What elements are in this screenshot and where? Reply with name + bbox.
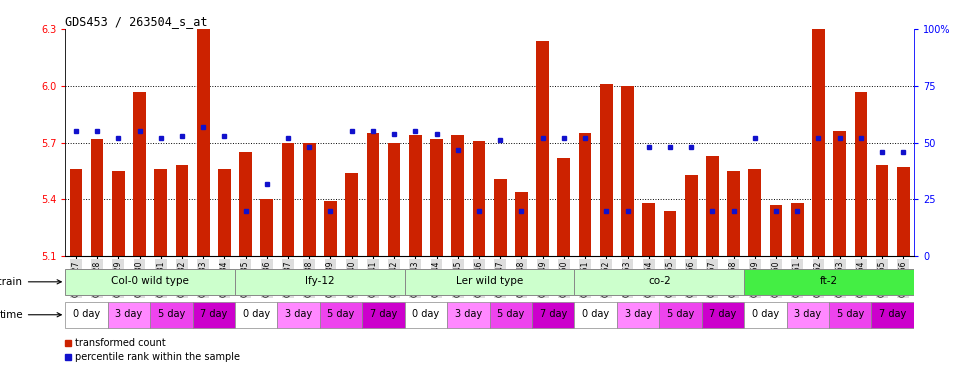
Bar <box>617 302 660 328</box>
Bar <box>812 29 825 256</box>
Text: 0 day: 0 day <box>243 309 270 319</box>
Text: 7 day: 7 day <box>540 309 566 319</box>
Bar <box>430 139 443 256</box>
Bar <box>472 141 486 256</box>
Bar <box>235 269 405 295</box>
Text: 5 day: 5 day <box>667 309 694 319</box>
Bar <box>239 152 252 256</box>
Text: lfy-12: lfy-12 <box>305 276 335 286</box>
Text: 7 day: 7 day <box>709 309 736 319</box>
Bar <box>744 269 914 295</box>
Text: transformed count: transformed count <box>75 338 166 348</box>
Bar <box>872 302 914 328</box>
Bar <box>388 143 400 256</box>
Bar <box>405 302 447 328</box>
Text: 3 day: 3 day <box>455 309 482 319</box>
Text: 7 day: 7 day <box>879 309 906 319</box>
Bar <box>490 302 532 328</box>
Text: percentile rank within the sample: percentile rank within the sample <box>75 352 240 362</box>
Bar <box>91 139 104 256</box>
Bar <box>684 175 698 256</box>
Bar <box>451 135 464 256</box>
Bar <box>876 165 888 256</box>
Bar <box>897 167 910 256</box>
Bar <box>260 199 274 256</box>
Bar <box>69 169 83 256</box>
Bar <box>320 302 362 328</box>
Bar <box>493 179 507 256</box>
Bar <box>744 302 786 328</box>
Bar <box>409 135 421 256</box>
Bar <box>621 86 634 256</box>
Text: 0 day: 0 day <box>752 309 779 319</box>
Text: 5 day: 5 day <box>837 309 864 319</box>
Bar <box>218 169 230 256</box>
Bar <box>112 171 125 256</box>
Text: GDS453 / 263504_s_at: GDS453 / 263504_s_at <box>65 15 207 28</box>
Text: 0 day: 0 day <box>73 309 100 319</box>
Text: 5 day: 5 day <box>327 309 354 319</box>
Bar <box>660 302 702 328</box>
Bar <box>833 131 846 256</box>
Bar <box>728 171 740 256</box>
Bar <box>405 269 574 295</box>
Text: 5 day: 5 day <box>157 309 185 319</box>
Text: 0 day: 0 day <box>413 309 440 319</box>
Bar <box>642 203 655 256</box>
Bar <box>235 302 277 328</box>
Text: ft-2: ft-2 <box>820 276 838 286</box>
Bar <box>770 205 782 256</box>
Text: co-2: co-2 <box>648 276 671 286</box>
Bar <box>193 302 235 328</box>
Bar <box>537 41 549 256</box>
Text: 3 day: 3 day <box>625 309 652 319</box>
Bar <box>367 133 379 256</box>
Bar <box>65 302 108 328</box>
Text: Col-0 wild type: Col-0 wild type <box>111 276 189 286</box>
Bar <box>150 302 193 328</box>
Text: 3 day: 3 day <box>115 309 142 319</box>
Bar <box>663 211 676 256</box>
Text: 7 day: 7 day <box>370 309 397 319</box>
Bar <box>108 302 150 328</box>
Bar <box>65 269 235 295</box>
Text: time: time <box>0 310 61 320</box>
Bar <box>574 302 617 328</box>
Bar <box>277 302 320 328</box>
Bar <box>579 133 591 256</box>
Bar <box>600 84 612 256</box>
Bar <box>281 143 295 256</box>
Text: 3 day: 3 day <box>794 309 822 319</box>
Bar <box>346 173 358 256</box>
Bar <box>447 302 490 328</box>
Bar <box>532 302 574 328</box>
Bar <box>574 269 744 295</box>
Bar <box>303 143 316 256</box>
Bar <box>706 156 719 256</box>
Bar <box>854 92 867 256</box>
Bar <box>702 302 744 328</box>
Text: 5 day: 5 day <box>497 309 524 319</box>
Bar <box>133 92 146 256</box>
Text: Ler wild type: Ler wild type <box>456 276 523 286</box>
Bar <box>558 158 570 256</box>
Text: 3 day: 3 day <box>285 309 312 319</box>
Text: 7 day: 7 day <box>201 309 228 319</box>
Text: 0 day: 0 day <box>582 309 610 319</box>
Bar <box>155 169 167 256</box>
Bar <box>324 201 337 256</box>
Bar <box>516 192 528 256</box>
Bar <box>362 302 405 328</box>
Text: strain: strain <box>0 277 61 287</box>
Bar <box>786 302 829 328</box>
Bar <box>749 169 761 256</box>
Bar <box>176 165 188 256</box>
Bar <box>829 302 872 328</box>
Bar <box>791 203 804 256</box>
Bar <box>197 29 209 256</box>
